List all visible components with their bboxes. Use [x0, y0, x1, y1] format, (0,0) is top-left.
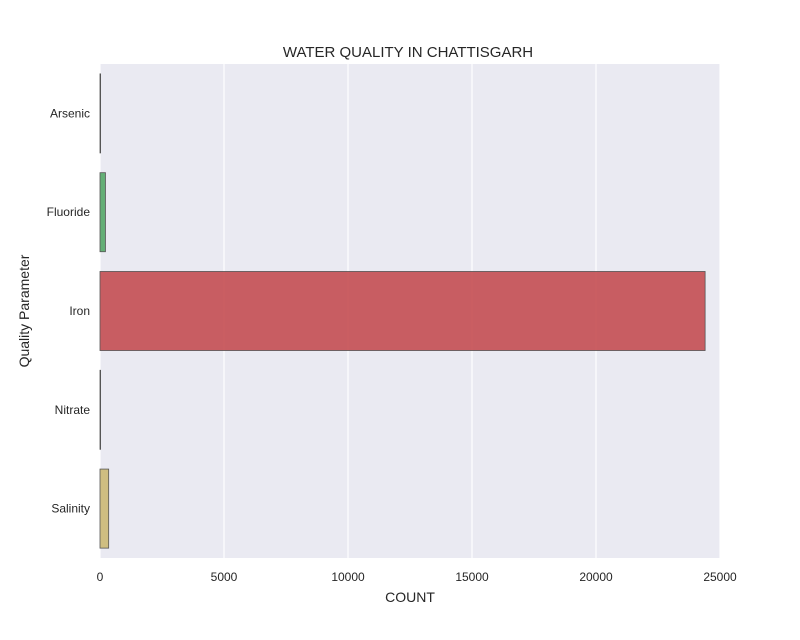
x-tick-label: 5000	[211, 570, 238, 584]
x-tick-label: 15000	[455, 570, 489, 584]
x-axis-ticks: 0 5000 10000 15000 20000 25000	[97, 570, 737, 584]
y-axis-ticks: Arsenic Fluoride Iron Nitrate Salinity	[47, 106, 91, 515]
y-tick-label: Fluoride	[47, 205, 91, 219]
bar-arsenic	[99, 73, 102, 154]
x-axis-label: COUNT	[385, 589, 435, 605]
bar-nitrate	[99, 369, 102, 450]
chart-title: WATER QUALITY IN CHATTISGARH	[283, 44, 533, 61]
bar-salinity	[99, 468, 110, 549]
x-tick-label: 25000	[703, 570, 737, 584]
y-axis-label: Quality Parameter	[16, 254, 32, 367]
bar-iron	[99, 271, 706, 351]
y-tick-label: Salinity	[51, 502, 90, 516]
x-tick-label: 10000	[331, 570, 365, 584]
y-tick-label: Arsenic	[50, 106, 90, 120]
x-tick-label: 20000	[579, 570, 613, 584]
bars	[99, 73, 706, 549]
bar-fluoride	[99, 172, 106, 253]
y-tick-label: Nitrate	[55, 403, 91, 417]
y-tick-label: Iron	[69, 304, 90, 318]
x-tick-label: 0	[97, 570, 104, 584]
